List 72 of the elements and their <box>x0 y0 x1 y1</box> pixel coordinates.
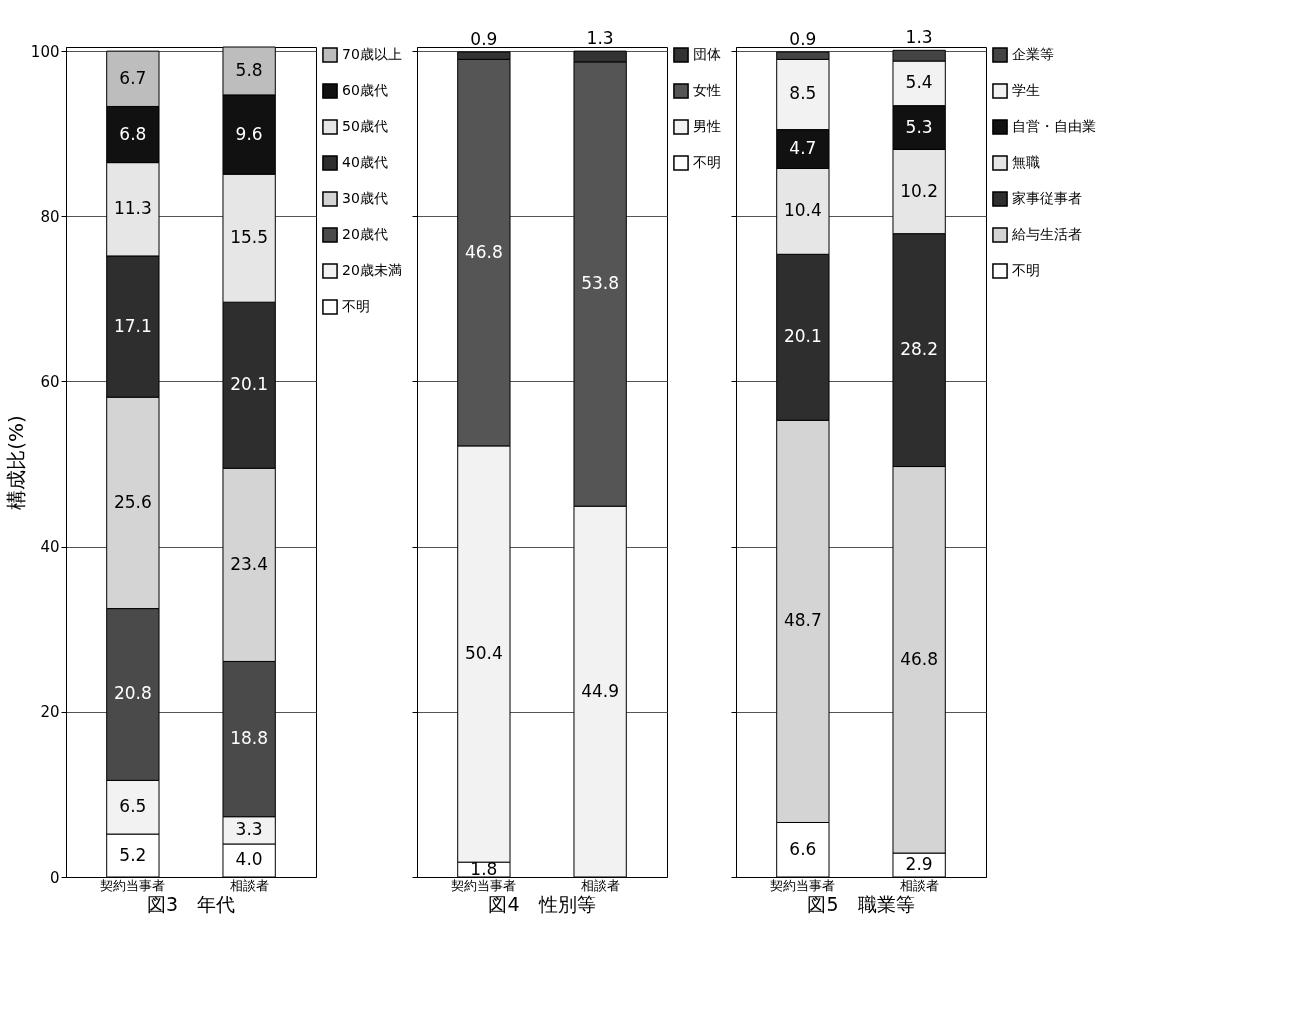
x-tick-label: 相談者 <box>229 877 269 893</box>
data-label: 20.1 <box>783 326 822 347</box>
data-label: 23.4 <box>230 553 269 574</box>
legend-label: 団体 <box>693 46 721 62</box>
data-label: 10.2 <box>900 180 939 201</box>
data-label: 15.5 <box>230 227 269 248</box>
legend-label: 女性 <box>693 82 721 98</box>
data-label: 53.8 <box>581 273 620 294</box>
y-tick-label: 60 <box>40 372 60 391</box>
legend-label: 学生 <box>1012 82 1040 98</box>
data-label: 6.5 <box>119 796 147 817</box>
legend-label: 不明 <box>1012 262 1040 278</box>
x-tick-label: 相談者 <box>899 877 939 893</box>
y-tick-label: 0 <box>49 868 60 887</box>
data-label: 10.4 <box>783 200 822 221</box>
x-tick-label: 契約当事者 <box>451 877 517 893</box>
data-label: 20.8 <box>113 683 152 704</box>
data-label: 18.8 <box>230 728 269 749</box>
data-label: 17.1 <box>113 315 152 336</box>
data-label: 1.8 <box>470 858 498 879</box>
data-label: 50.4 <box>464 643 503 664</box>
data-label: 11.3 <box>113 198 152 219</box>
x-tick-label: 契約当事者 <box>770 877 836 893</box>
y-axis-title: 構成比(%) <box>3 415 28 510</box>
legend-label: 無職 <box>1012 154 1040 170</box>
y-tick-label: 80 <box>40 207 60 226</box>
data-label: 0.9 <box>470 28 498 49</box>
data-label: 2.9 <box>905 854 933 875</box>
data-label: 46.8 <box>900 648 939 669</box>
y-tick-label: 20 <box>40 703 60 722</box>
legend-label: 男性 <box>693 118 721 134</box>
data-label: 48.7 <box>783 610 822 631</box>
data-label: 20.1 <box>230 374 269 395</box>
text: 図4 性別等 <box>488 893 596 915</box>
legend-label: 不明 <box>693 154 721 170</box>
x-tick-label: 契約当事者 <box>100 877 166 893</box>
data-label: 6.7 <box>119 67 147 88</box>
data-label: 46.8 <box>464 241 503 262</box>
x-tick-label: 相談者 <box>580 877 620 893</box>
data-label: 4.0 <box>235 849 263 870</box>
legend-label: 40歳代 <box>342 154 388 170</box>
legend-label: 30歳代 <box>342 190 388 206</box>
legend-label: 60歳代 <box>342 82 388 98</box>
legend-label: 20歳未満 <box>342 262 402 278</box>
legend-label: 家事従事者 <box>1012 190 1082 206</box>
data-label: 8.5 <box>789 83 817 104</box>
data-label: 25.6 <box>113 491 152 512</box>
text: 図5 職業等 <box>807 893 915 915</box>
text: 図3 年代 <box>146 893 236 915</box>
y-tick-label: 100 <box>30 42 60 61</box>
data-label: 5.4 <box>905 72 933 93</box>
legend-label: 20歳代 <box>342 226 388 242</box>
legend-label: 不明 <box>342 298 370 314</box>
y-tick-label: 40 <box>40 538 60 557</box>
data-label: 44.9 <box>581 680 620 701</box>
legend-label: 自営・自由業 <box>1012 118 1096 134</box>
data-label: 3.3 <box>235 819 263 840</box>
data-label: 28.2 <box>900 339 939 360</box>
legend-label: 70歳以上 <box>342 46 402 62</box>
data-label: 5.8 <box>235 59 263 80</box>
data-label: 0.9 <box>789 28 817 49</box>
data-label: 6.8 <box>119 123 147 144</box>
data-label: 5.3 <box>905 116 933 137</box>
legend-label: 企業等 <box>1012 46 1054 62</box>
data-label: 6.6 <box>789 838 817 859</box>
data-label: 5.2 <box>119 844 147 865</box>
data-label: 1.3 <box>905 27 933 48</box>
data-label: 4.7 <box>789 138 817 158</box>
data-label: 1.3 <box>586 28 614 49</box>
legend-label: 50歳代 <box>342 118 388 134</box>
data-label: 9.6 <box>235 123 263 144</box>
legend-label: 給与生活者 <box>1011 226 1082 242</box>
